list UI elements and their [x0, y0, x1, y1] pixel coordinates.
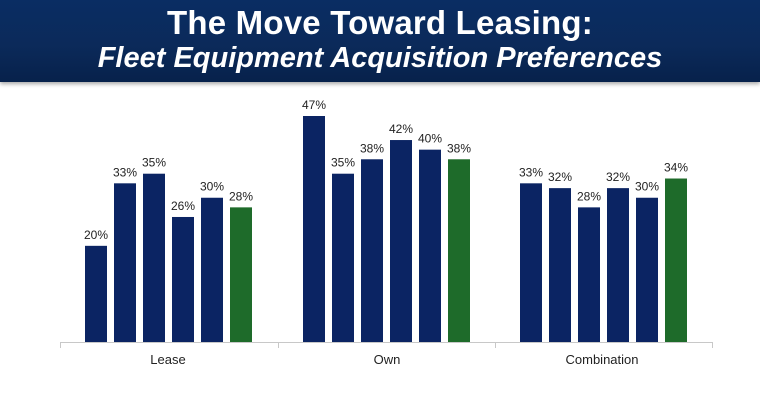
data-label: 26%	[171, 199, 195, 213]
data-label: 47%	[302, 98, 326, 112]
bar-lease-1	[85, 245, 107, 342]
data-label: 28%	[229, 189, 253, 203]
data-label: 33%	[519, 165, 543, 179]
x-tick-label: Own	[374, 352, 401, 367]
data-label: 40%	[418, 132, 442, 146]
data-label: 33%	[113, 165, 137, 179]
bar-combination-4	[607, 188, 629, 342]
bar-own-4	[390, 140, 412, 342]
bar-combination-3	[578, 207, 600, 342]
bar-chart: 20% 33% 35% 26% 30% 28% Lease 47% 35% 38% 42% 40% 38…	[60, 98, 713, 367]
bar-lease-6	[230, 207, 252, 342]
bar-own-1	[303, 116, 325, 342]
x-tick-label: Lease	[150, 352, 185, 367]
bar-own-3	[361, 159, 383, 342]
bar-lease-3	[143, 173, 165, 342]
bar-lease-4	[172, 216, 194, 342]
bar-own-6	[448, 159, 470, 342]
data-label: 35%	[331, 156, 355, 170]
data-label: 42%	[389, 122, 413, 136]
bar-own-2	[332, 173, 354, 342]
data-label: 32%	[548, 170, 572, 184]
bar-combination-1	[520, 183, 542, 342]
data-label: 30%	[635, 180, 659, 194]
bar-combination-5	[636, 197, 658, 342]
chart-subtitle: Fleet Equipment Acquisition Preferences	[97, 42, 663, 74]
bar-lease-5	[201, 197, 223, 342]
chart-title: The Move Toward Leasing:	[167, 4, 593, 41]
data-label: 35%	[142, 156, 166, 170]
bar-own-5	[419, 149, 441, 342]
data-label: 20%	[84, 228, 108, 242]
data-label: 30%	[200, 180, 224, 194]
bar-lease-2	[114, 183, 136, 342]
data-label: 38%	[447, 141, 471, 155]
data-label: 34%	[664, 161, 688, 175]
data-label: 28%	[577, 189, 601, 203]
x-tick-label: Combination	[566, 352, 639, 367]
title-banner: The Move Toward Leasing: Fleet Equipment…	[0, 0, 760, 82]
data-label: 38%	[360, 141, 384, 155]
data-label: 32%	[606, 170, 630, 184]
bar-combination-6	[665, 178, 687, 342]
bar-combination-2	[549, 188, 571, 342]
